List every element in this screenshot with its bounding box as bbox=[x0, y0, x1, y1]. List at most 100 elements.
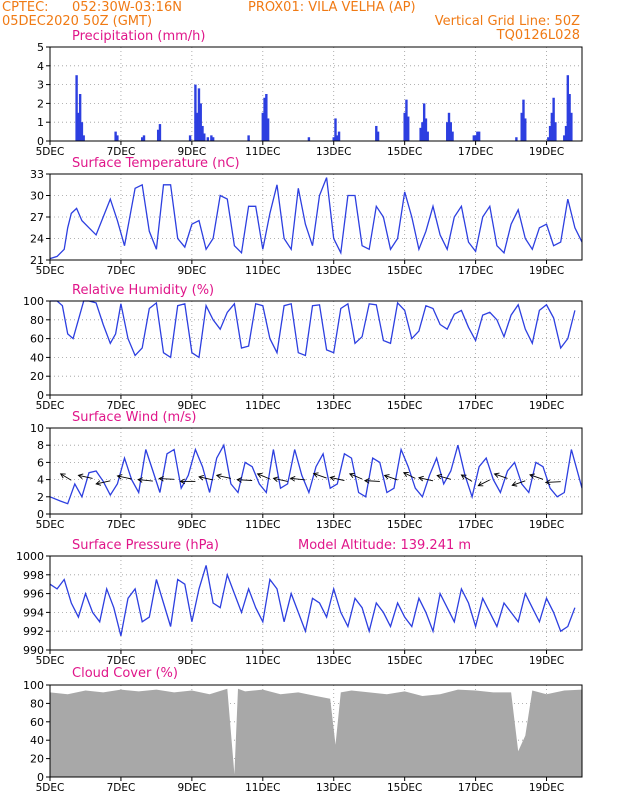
x-tick-label: 7DEC bbox=[107, 782, 136, 794]
wind-arrowhead bbox=[511, 481, 518, 487]
y-tick-label: 1 bbox=[37, 116, 44, 129]
precip-bar bbox=[206, 137, 210, 141]
precip-bar bbox=[77, 112, 80, 141]
precip-bar bbox=[114, 131, 117, 141]
x-tick-label: 9DEC bbox=[177, 655, 206, 667]
wind-arrowhead bbox=[477, 481, 484, 487]
panel-4: 990 992 994 996 998 1000 5DEC 7DEC 9DEC 11DEC 13DE… bbox=[16, 538, 583, 667]
x-tick-label: 19DEC bbox=[529, 400, 564, 412]
x-tick-label: 11DEC bbox=[245, 782, 280, 794]
wind-arrow bbox=[138, 479, 153, 482]
precip-bar bbox=[156, 129, 160, 141]
x-tick-label: 13DEC bbox=[316, 146, 351, 158]
x-tick-label: 17DEC bbox=[458, 519, 493, 531]
precip-bar bbox=[422, 103, 426, 141]
x-tick-label: 17DEC bbox=[458, 146, 493, 158]
x-tick-label: 7DEC bbox=[107, 400, 136, 412]
wind-arrowhead bbox=[402, 471, 409, 477]
wind-arrowhead bbox=[236, 477, 242, 483]
precip-bar bbox=[566, 75, 570, 141]
wind-arrowhead bbox=[289, 475, 296, 482]
wind-arrowhead bbox=[59, 473, 66, 479]
precip-bar bbox=[337, 131, 341, 141]
wind-arrow bbox=[512, 480, 526, 486]
x-tick-label: 11DEC bbox=[245, 519, 280, 531]
precip-bar bbox=[210, 135, 213, 141]
x-tick-label: 19DEC bbox=[529, 782, 564, 794]
panel-5: 0 20 40 60 80 100 5DEC 7DEC 9DEC 11DEC 13DEC 15DEC 1… bbox=[23, 666, 583, 794]
wind-arrowhead bbox=[329, 475, 336, 482]
x-tick-label: 11DEC bbox=[245, 655, 280, 667]
wind-arrow bbox=[478, 479, 490, 487]
y-tick-label: 10 bbox=[30, 422, 44, 435]
precip-bar bbox=[403, 112, 406, 141]
precip-bar bbox=[247, 135, 250, 141]
x-tick-label: 5DEC bbox=[36, 519, 65, 531]
precip-bar bbox=[477, 131, 481, 141]
panel-frame bbox=[49, 300, 583, 396]
panel-title: Surface Temperature (nC) bbox=[72, 156, 240, 171]
precip-bar bbox=[334, 118, 337, 141]
wind-arrow bbox=[313, 473, 327, 479]
y-tick-label: 21 bbox=[30, 254, 44, 267]
precip-bar bbox=[307, 137, 311, 141]
wind-arrowhead bbox=[272, 476, 279, 482]
x-tick-label: 19DEC bbox=[529, 655, 564, 667]
y-tick-label: 4 bbox=[37, 60, 44, 73]
precip-bar bbox=[80, 122, 84, 141]
precip-bar bbox=[548, 125, 552, 141]
x-tick-label: 7DEC bbox=[107, 519, 136, 531]
precip-bar bbox=[449, 122, 452, 141]
header-source: CPTEC: bbox=[2, 0, 49, 15]
x-tick-label: 17DEC bbox=[458, 655, 493, 667]
panel-frame bbox=[49, 555, 583, 651]
wind-arrow bbox=[364, 480, 380, 482]
y-tick-label: 40 bbox=[30, 734, 44, 747]
x-tick-label: 15DEC bbox=[387, 782, 422, 794]
panel-title: Relative Humidity (%) bbox=[72, 283, 214, 298]
y-tick-label: 996 bbox=[23, 588, 44, 601]
precip-bar bbox=[203, 133, 206, 141]
wind-arrowhead bbox=[383, 474, 390, 480]
precip-bar bbox=[476, 131, 479, 141]
wind-arrowhead bbox=[436, 473, 443, 480]
wind-arrow bbox=[117, 475, 132, 480]
precip-bar bbox=[472, 135, 476, 141]
wind-arrow bbox=[349, 473, 363, 480]
precip-bar bbox=[552, 97, 555, 141]
precip-bar bbox=[142, 135, 146, 141]
wind-arrow bbox=[96, 480, 111, 485]
x-tick-label: 7DEC bbox=[107, 265, 136, 277]
wind-arrow bbox=[418, 477, 434, 482]
precip-bar bbox=[158, 124, 162, 141]
panel-title: Surface Wind (m/s) bbox=[72, 410, 196, 425]
x-tick-label: 15DEC bbox=[387, 400, 422, 412]
y-tick-label: 992 bbox=[23, 625, 44, 638]
precip-bar bbox=[116, 135, 119, 141]
precip-bar bbox=[554, 122, 557, 141]
precip-bar bbox=[426, 131, 429, 141]
precip-bar bbox=[570, 112, 573, 141]
precip-bar bbox=[266, 118, 270, 141]
wind-arrow bbox=[403, 472, 416, 479]
panel-title: Precipitation (mm/h) bbox=[72, 29, 205, 44]
model-altitude: Model Altitude: 139.241 m bbox=[298, 538, 471, 553]
y-tick-label: 990 bbox=[23, 644, 44, 657]
y-tick-label: 20 bbox=[30, 753, 44, 766]
precip-bar bbox=[451, 131, 454, 141]
precip-bar bbox=[424, 118, 428, 141]
wind-arrow bbox=[437, 475, 451, 480]
wind-arrowhead bbox=[158, 475, 164, 482]
wind-arrow bbox=[237, 479, 253, 481]
panel-1: 21 24 27 30 33 5DEC 7DEC 9DEC 11DEC 13DEC 15DEC 17D… bbox=[30, 156, 583, 277]
y-tick-label: 30 bbox=[30, 190, 44, 203]
y-tick-label: 2 bbox=[37, 491, 44, 504]
wind-arrow bbox=[290, 477, 306, 481]
wind-arrowhead bbox=[312, 472, 319, 478]
precip-bar bbox=[376, 131, 380, 141]
precip-bar bbox=[194, 84, 197, 141]
header-model-code: TQ0126L028 bbox=[496, 28, 580, 43]
wind-arrow bbox=[60, 473, 72, 481]
y-tick-label: 1000 bbox=[16, 550, 44, 563]
x-tick-label: 13DEC bbox=[316, 782, 351, 794]
